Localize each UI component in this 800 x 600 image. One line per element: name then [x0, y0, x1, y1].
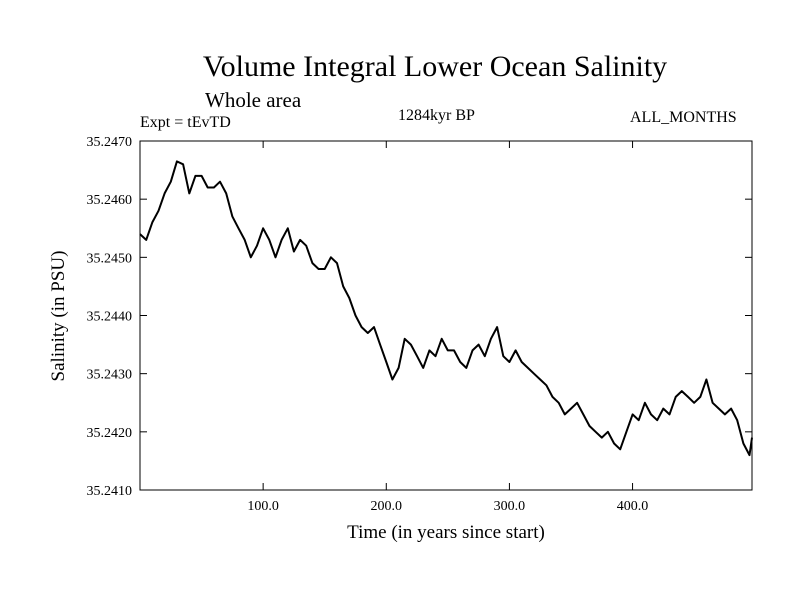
chart-subtitle: Whole area [205, 88, 302, 112]
x-tick-label: 100.0 [247, 499, 279, 514]
experiment-label: Expt = tEvTD [140, 114, 231, 131]
period-label: 1284kyr BP [398, 107, 475, 124]
chart-title: Volume Integral Lower Ocean Salinity [202, 50, 668, 83]
y-tick-label: 35.2410 [87, 484, 133, 499]
months-label: ALL_MONTHS [630, 109, 737, 126]
y-tick-label: 35.2450 [87, 251, 133, 266]
x-tick-label: 400.0 [617, 499, 649, 514]
y-tick-label: 35.2440 [87, 310, 133, 325]
x-axis-label: Time (in years since start) [347, 522, 545, 543]
x-tick-label: 200.0 [371, 499, 403, 514]
x-axis: 100.0 200.0 300.0 400.0 [247, 141, 648, 514]
y-axis-label: Salinity (in PSU) [48, 251, 69, 382]
y-tick-label: 35.2420 [87, 426, 133, 441]
x-tick-label: 300.0 [494, 499, 526, 514]
y-tick-label: 35.2430 [87, 368, 133, 383]
plot-frame [139, 140, 753, 491]
y-tick-label: 35.2470 [87, 135, 133, 150]
series-line-salinity [139, 160, 753, 457]
y-tick-label: 35.2460 [87, 193, 133, 208]
y-axis: 35.2410 35.2420 35.2430 35.2440 35.2450 35.24… [87, 135, 752, 499]
